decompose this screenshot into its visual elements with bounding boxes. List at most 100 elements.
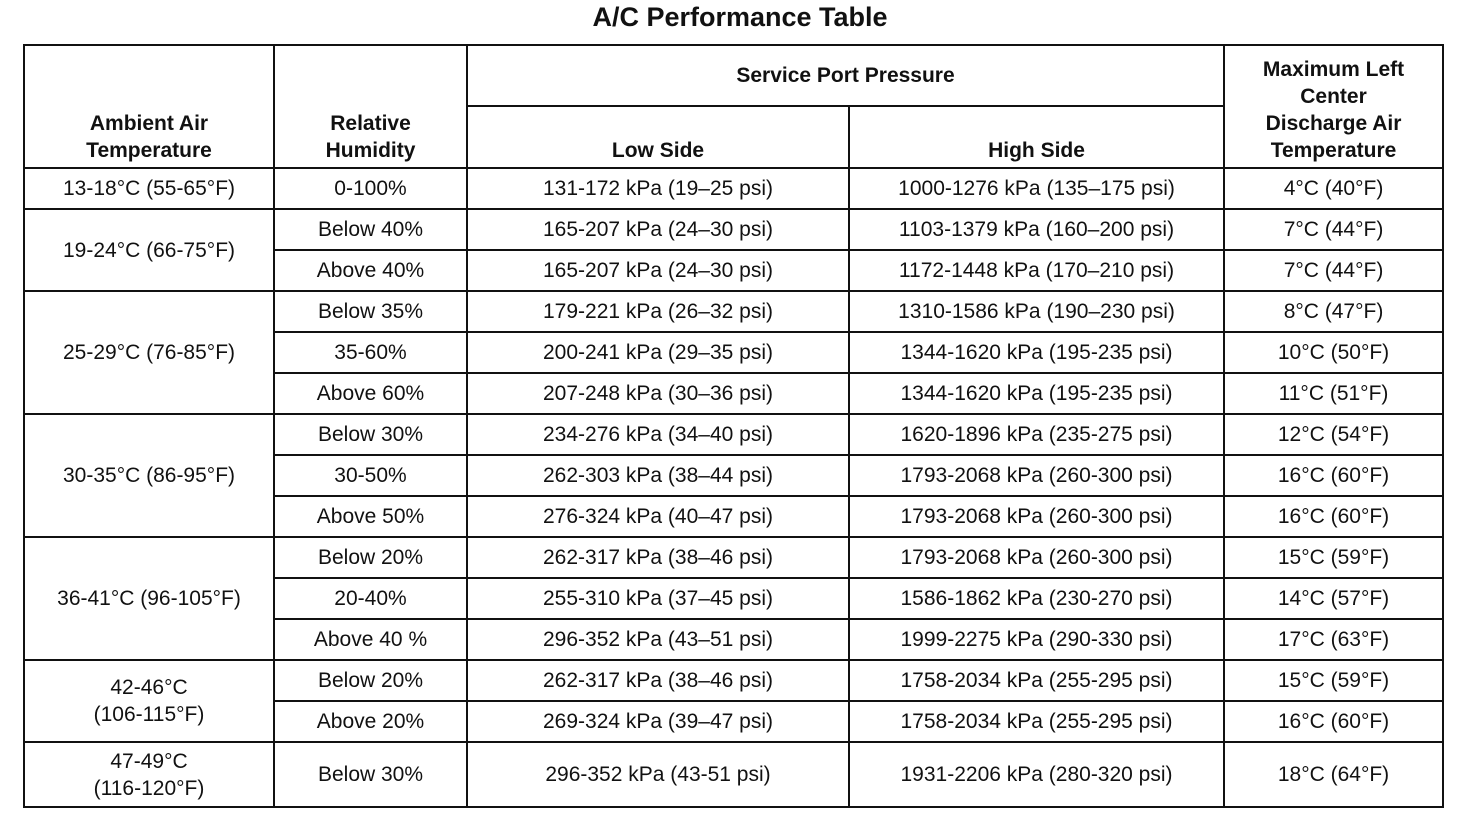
discharge-cell: 16°C (60°F) [1223,700,1445,743]
low-side-cell: 296-352 kPa (43-51 psi) [466,741,850,808]
text-line: Ambient Air [89,112,209,135]
text-line: Maximum Left [1262,58,1405,81]
text-line: 42-46°C [110,676,188,699]
discharge-cell: 4°C (40°F) [1223,167,1445,210]
table-row: Above 40% 165-207 kPa (24–30 psi) 1172-144… [24,249,1445,292]
temperature-cell: 13-18°C (55-65°F) [23,167,275,210]
header-humidity: Relative Humidity [273,44,468,169]
high-side-cell: 1172-1448 kPa (170–210 psi) [847,249,1226,292]
temperature-cell: 30-35°C (86-95°F) [23,413,275,538]
text-line: 19-24°C (66-75°F) [62,238,236,262]
temperature-cell: 42-46°C (106-115°F) [23,659,275,743]
discharge-cell: 15°C (59°F) [1223,536,1445,579]
humidity-cell: Below 40% [273,208,468,251]
text-line: 25-29°C (76-85°F) [62,341,236,364]
temperature-cell: 47-49°C (116-120°F) [23,741,275,808]
table-body: 13-18°C (55-65°F) 0-100% 131-172 kPa (19–2… [23,167,1445,808]
text-line: Center [1300,85,1367,108]
text-line: Temperature [86,139,212,162]
text-line: Relative [330,112,411,135]
humidity-cell: Above 20% [273,700,468,743]
humidity-cell: Above 40% [273,249,468,292]
humidity-cell: Below 35% [273,290,468,333]
humidity-cell: 0-100% [273,167,468,210]
header-ambient: Ambient Air Temperature [23,44,275,169]
high-side-cell: 1310-1586 kPa (190–230 psi) [847,290,1226,333]
discharge-cell: 15°C (59°F) [1223,659,1445,702]
table-row: Above 40 % 296-352 kPa (43–51 psi) 1999-22… [24,618,1445,661]
discharge-cell: 14°C (57°F) [1223,577,1445,620]
text-line: 36-41°C (96-105°F) [57,587,241,610]
discharge-cell: 11°C (51°F) [1223,372,1445,415]
high-side-cell: 1344-1620 kPa (195-235 psi) [847,372,1226,415]
discharge-cell: 10°C (50°F) [1223,331,1445,374]
table-row: Above 20% 269-324 kPa (39–47 psi) 1758-203… [24,700,1445,743]
discharge-cell: 16°C (60°F) [1223,454,1445,497]
table-row: 42-46°C (106-115°F) Below 20% 262-317 kPa (… [23,659,1445,743]
humidity-cell: Above 50% [273,495,468,538]
table-row: 30-35°C (86-95°F) Below 30% 234-276 kPa (3… [23,413,1445,538]
temperature-cell: 36-41°C (96-105°F) [23,536,275,661]
high-side-cell: 1793-2068 kPa (260-300 psi) [847,495,1226,538]
discharge-cell: 7°C (44°F) [1223,249,1445,292]
humidity-cell: 20-40% [273,577,468,620]
humidity-cell: Below 20% [273,659,468,702]
discharge-cell: 17°C (63°F) [1223,618,1445,661]
low-side-cell: 200-241 kPa (29–35 psi) [466,331,850,374]
high-side-cell: 1586-1862 kPa (230-270 psi) [847,577,1226,620]
table-row: 36-41°C (96-105°F) Below 20% 262-317 kPa (… [23,536,1445,661]
table-row: 25-29°C (76-85°F) Below 35% 179-221 kPa (2… [23,290,1445,415]
low-side-cell: 296-352 kPa (43–51 psi) [466,618,850,661]
humidity-cell: Below 30% [273,741,468,808]
high-side-cell: 1793-2068 kPa (260-300 psi) [847,536,1226,579]
table-row: 20-40% 255-310 kPa (37–45 psi) 1586-1862 k… [24,577,1445,620]
text-line: Humidity [325,139,416,162]
table-row: 35-60% 200-241 kPa (29–35 psi) 1344-1620 k… [24,331,1445,374]
low-side-cell: 165-207 kPa (24–30 psi) [466,249,850,292]
header-discharge: Maximum Left Center Discharge Air Temperatu… [1223,44,1445,169]
low-side-cell: 255-310 kPa (37–45 psi) [466,577,850,620]
high-side-cell: 1758-2034 kPa (255-295 psi) [847,700,1226,743]
text-line: 30-35°C (86-95°F) [62,464,236,487]
low-side-cell: 262-317 kPa (38–46 psi) [466,536,850,579]
header-low: Low Side [466,105,850,169]
high-side-cell: 1931-2206 kPa (280-320 psi) [847,741,1226,808]
header-high: High Side [847,105,1226,169]
low-side-cell: 165-207 kPa (24–30 psi) [466,208,850,251]
text-line: (106-115°F) [93,703,205,726]
humidity-cell: 30-50% [273,454,468,497]
text-line: Discharge Air [1265,112,1402,135]
performance-table: Ambient Air Temperature Relative Humidity … [23,44,1445,808]
temperature-cell: 25-29°C (76-85°F) [23,290,275,415]
text-line: Temperature [1270,139,1397,162]
high-side-cell: 1793-2068 kPa (260-300 psi) [847,454,1226,497]
low-side-cell: 262-317 kPa (38–46 psi) [466,659,850,702]
humidity-cell: Above 60% [273,372,468,415]
text-line: 13-18°C (55-65°F) [62,177,236,200]
high-side-cell: 1000-1276 kPa (135–175 psi) [847,167,1226,210]
table-row: Above 50% 276-324 kPa (40–47 psi) 1793-206… [24,495,1445,538]
table-title: A/C Performance Table [592,2,888,32]
discharge-cell: 12°C (54°F) [1223,413,1445,456]
high-side-cell: 1758-2034 kPa (255-295 psi) [847,659,1226,702]
humidity-cell: Below 20% [273,536,468,579]
discharge-cell: 16°C (60°F) [1223,495,1445,538]
table-row: 47-49°C (116-120°F) Below 30% 296-352 kPa (… [23,741,1445,808]
temperature-cell: 19-24°C (66-75°F) [23,208,275,292]
low-side-cell: 131-172 kPa (19–25 psi) [466,167,850,210]
text-line: 47-49°C [110,749,188,773]
table-row: 13-18°C (55-65°F) 0-100% 131-172 kPa (19–2… [23,167,1445,210]
humidity-cell: Above 40 % [273,618,468,661]
table-row: Above 60% 207-248 kPa (30–36 psi) 1344-162… [24,372,1445,415]
low-side-cell: 262-303 kPa (38–44 psi) [466,454,850,497]
low-side-cell: 276-324 kPa (40–47 psi) [466,495,850,538]
low-side-cell: 207-248 kPa (30–36 psi) [466,372,850,415]
humidity-cell: 35-60% [273,331,468,374]
high-side-cell: 1999-2275 kPa (290-330 psi) [847,618,1226,661]
discharge-cell: 8°C (47°F) [1223,290,1445,333]
high-side-cell: 1620-1896 kPa (235-275 psi) [847,413,1226,456]
header-service: Service Port Pressure [465,44,1226,107]
discharge-cell: 18°C (64°F) [1223,741,1445,808]
low-side-cell: 234-276 kPa (34–40 psi) [466,413,850,456]
